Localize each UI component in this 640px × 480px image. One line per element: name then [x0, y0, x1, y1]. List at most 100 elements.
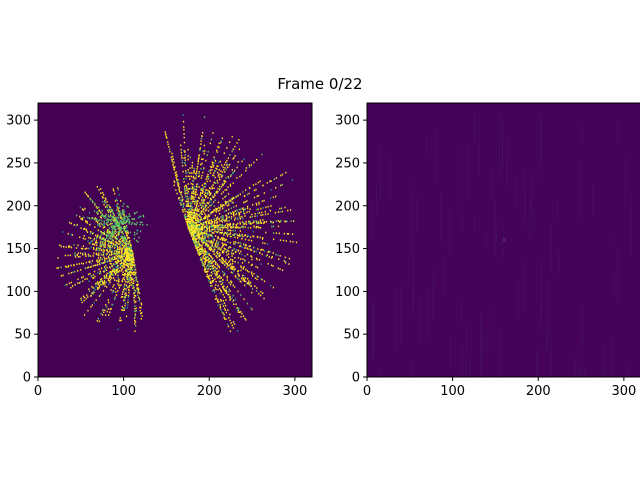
left-heatmap-cell [181, 154, 183, 157]
left-heatmap-cell [259, 252, 261, 254]
left-heatmap-cell [273, 178, 275, 180]
left-heatmap-cell [229, 235, 231, 238]
left-heatmap-cell [248, 192, 250, 195]
left-heatmap-cell [238, 138, 240, 141]
left-heatmap-cell [118, 256, 120, 258]
left-x-tick-label: 0 [34, 384, 42, 399]
left-heatmap-cell [191, 227, 194, 230]
left-heatmap-cell [262, 242, 264, 244]
left-heatmap-cell [124, 269, 127, 272]
left-heatmap-cell [181, 209, 184, 211]
left-heatmap-cell [189, 229, 191, 232]
left-heatmap-cell [137, 240, 139, 243]
left-heatmap-cell [121, 210, 124, 212]
left-heatmap-cell [132, 272, 134, 274]
left-heatmap-cell [125, 226, 127, 228]
left-heatmap-cell [196, 165, 199, 168]
left-heatmap-cell [104, 201, 107, 204]
left-heatmap-cell [196, 221, 198, 224]
left-heatmap-cell [115, 254, 117, 257]
left-heatmap-cell [227, 247, 230, 249]
left-heatmap-cell [216, 227, 218, 229]
left-heatmap-cell [100, 245, 103, 248]
left-heatmap-cell [227, 157, 230, 159]
left-heatmap-cell [197, 223, 200, 226]
left-heatmap-cell [94, 242, 97, 244]
left-heatmap-cell [229, 241, 231, 244]
left-heatmap-cell [128, 280, 130, 283]
left-heatmap-cell [232, 268, 234, 271]
left-heatmap-cell [113, 253, 115, 255]
left-heatmap-cell [245, 268, 247, 271]
left-heatmap-cell [222, 227, 225, 229]
left-heatmap-cell [98, 210, 101, 212]
left-heatmap-cell [228, 163, 231, 166]
left-heatmap-cell [242, 191, 244, 193]
left-heatmap-cell [194, 193, 196, 195]
left-heatmap-cell [210, 204, 212, 206]
left-heatmap-cell [211, 211, 213, 214]
left-heatmap-cell [94, 204, 96, 206]
left-heatmap-cell [90, 246, 92, 249]
left-heatmap-cell [198, 251, 201, 254]
left-heatmap-cell [189, 175, 191, 178]
left-heatmap-cell [137, 296, 140, 299]
left-heatmap-cell [122, 288, 125, 291]
left-heatmap-cell [197, 214, 199, 216]
left-heatmap-cell [249, 216, 252, 218]
left-heatmap-cell [201, 250, 203, 253]
left-heatmap-cell [204, 225, 207, 228]
left-heatmap-cell [196, 168, 198, 170]
left-heatmap-cell [94, 226, 96, 228]
left-heatmap-cell [204, 259, 207, 261]
left-heatmap-cell [140, 317, 142, 320]
left-heatmap-cell [110, 307, 112, 310]
left-heatmap-cell [195, 204, 198, 206]
left-heatmap-cell [115, 236, 118, 238]
left-heatmap-cell [200, 192, 202, 195]
left-heatmap-cell [236, 177, 238, 179]
left-heatmap-cell [214, 191, 216, 194]
left-heatmap-cell [257, 220, 260, 223]
left-heatmap-cell [193, 223, 195, 226]
left-heatmap-cell [224, 248, 227, 250]
left-heatmap-cell [97, 210, 99, 213]
left-heatmap-cell [74, 252, 76, 255]
left-heatmap-cell [205, 250, 208, 253]
left-heatmap-cell [221, 262, 224, 264]
left-heatmap-cell [230, 266, 232, 268]
left-heatmap-cell [93, 252, 95, 255]
left-heatmap-cell [214, 248, 216, 251]
left-heatmap-cell [129, 246, 131, 249]
left-heatmap-cell [108, 254, 111, 256]
left-heatmap-cell [242, 226, 244, 229]
left-heatmap-cell [130, 281, 133, 283]
left-heatmap-cell [190, 221, 192, 223]
left-heatmap-cell [270, 180, 272, 182]
left-heatmap-cell [229, 290, 231, 292]
left-heatmap-cell [269, 284, 272, 287]
left-heatmap-cell [224, 180, 226, 182]
left-heatmap-cell [123, 220, 125, 223]
left-heatmap-cell [208, 260, 211, 263]
left-heatmap-cell [211, 228, 213, 231]
left-heatmap-cell [215, 284, 217, 286]
left-heatmap-cell [220, 283, 222, 286]
left-heatmap-cell [138, 296, 141, 299]
left-heatmap-cell [251, 256, 253, 258]
left-heatmap-cell [273, 232, 275, 234]
left-heatmap-cell [205, 223, 208, 225]
left-heatmap-cell [262, 214, 264, 216]
left-heatmap-cell [205, 253, 207, 255]
left-heatmap-cell [104, 309, 106, 312]
left-heatmap-cell [236, 237, 239, 239]
left-heatmap-cell [187, 158, 189, 161]
left-heatmap-cell [134, 289, 136, 292]
left-heatmap-cell [195, 188, 197, 191]
left-heatmap-cell [257, 222, 259, 224]
left-heatmap-cell [287, 209, 289, 212]
left-heatmap-cell [68, 246, 70, 249]
left-heatmap-cell [128, 248, 131, 251]
left-heatmap-cell [261, 292, 264, 294]
left-heatmap-cell [188, 196, 190, 198]
